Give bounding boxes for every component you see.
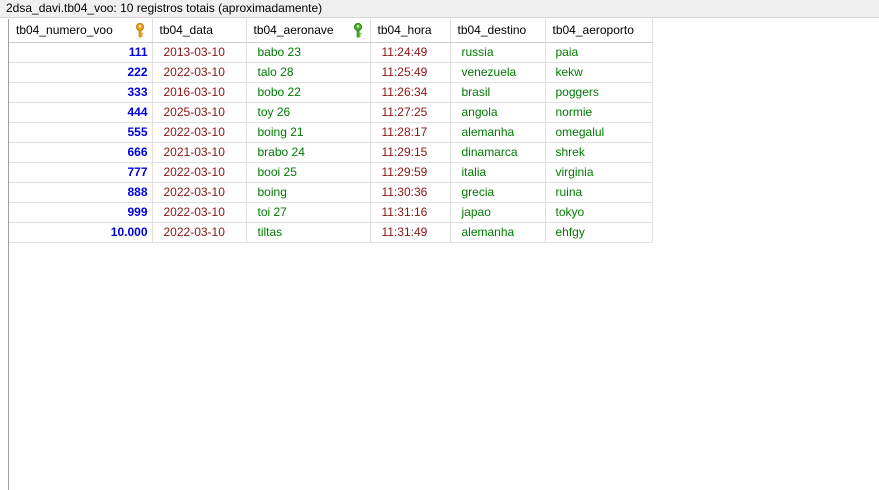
cell-numero-voo[interactable]: 555 (9, 122, 153, 143)
cell-numero-voo[interactable]: 333 (9, 82, 153, 103)
cell-aeroporto[interactable]: tokyo (545, 202, 653, 223)
cell-aeronave[interactable]: toy 26 (246, 102, 371, 123)
cell-numero-voo[interactable]: 888 (9, 182, 153, 203)
table-row[interactable]: 777 2022-03-10 booi 25 11:29:59 italia virgin… (9, 162, 653, 183)
cell-destino[interactable]: grecia (450, 182, 546, 203)
table-row[interactable]: 111 2013-03-10 babo 23 11:24:49 russia paia (9, 42, 653, 63)
cell-data[interactable]: 2022-03-10 (152, 222, 247, 243)
cell-destino[interactable]: italia (450, 162, 546, 183)
column-header-aeronave[interactable]: tb04_aeronave (246, 19, 371, 43)
cell-aeronave[interactable]: tiltas (246, 222, 371, 243)
cell-destino[interactable]: brasil (450, 82, 546, 103)
cell-aeroporto[interactable]: virginia (545, 162, 653, 183)
table-row[interactable]: 222 2022-03-10 talo 28 11:25:49 venezuela kek… (9, 62, 653, 83)
cell-destino[interactable]: angola (450, 102, 546, 123)
cell-hora[interactable]: 11:31:16 (370, 202, 451, 223)
cell-aeronave[interactable]: booi 25 (246, 162, 371, 183)
cell-aeroporto[interactable]: omegalul (545, 122, 653, 143)
column-header-hora[interactable]: tb04_hora (370, 19, 451, 43)
column-header-numero-voo[interactable]: tb04_numero_voo (9, 19, 153, 43)
cell-data[interactable]: 2013-03-10 (152, 42, 247, 63)
cell-aeroporto[interactable]: ehfgy (545, 222, 653, 243)
cell-aeronave[interactable]: boing (246, 182, 371, 203)
results-table: tb04_numero_voo tb04_data tb04_aeronave (9, 19, 653, 243)
table-row[interactable]: 888 2022-03-10 boing 11:30:36 grecia ruina (9, 182, 653, 203)
cell-numero-voo[interactable]: 777 (9, 162, 153, 183)
cell-aeroporto[interactable]: normie (545, 102, 653, 123)
cell-numero-voo[interactable]: 111 (9, 42, 153, 63)
cell-data[interactable]: 2022-03-10 (152, 122, 247, 143)
cell-numero-voo[interactable]: 444 (9, 102, 153, 123)
table-row[interactable]: 10.000 2022-03-10 tiltas 11:31:49 alemanha eh… (9, 222, 653, 243)
cell-data[interactable]: 2022-03-10 (152, 202, 247, 223)
table-body: 111 2013-03-10 babo 23 11:24:49 russia paia 22… (9, 42, 653, 243)
cell-hora[interactable]: 11:29:59 (370, 162, 451, 183)
cell-destino[interactable]: alemanha (450, 122, 546, 143)
column-header-destino[interactable]: tb04_destino (450, 19, 546, 43)
cell-aeronave[interactable]: brabo 24 (246, 142, 371, 163)
cell-numero-voo[interactable]: 666 (9, 142, 153, 163)
table-row[interactable]: 555 2022-03-10 boing 21 11:28:17 alemanha ome… (9, 122, 653, 143)
column-header-data[interactable]: tb04_data (152, 19, 247, 43)
cell-data[interactable]: 2021-03-10 (152, 142, 247, 163)
cell-aeroporto[interactable]: kekw (545, 62, 653, 83)
cell-aeroporto[interactable]: paia (545, 42, 653, 63)
header-row: tb04_numero_voo tb04_data tb04_aeronave (9, 19, 653, 43)
cell-numero-voo[interactable]: 999 (9, 202, 153, 223)
data-grid[interactable]: tb04_numero_voo tb04_data tb04_aeronave (8, 19, 879, 490)
cell-aeronave[interactable]: babo 23 (246, 42, 371, 63)
cell-data[interactable]: 2016-03-10 (152, 82, 247, 103)
cell-data[interactable]: 2022-03-10 (152, 182, 247, 203)
cell-data[interactable]: 2022-03-10 (152, 162, 247, 183)
table-row[interactable]: 666 2021-03-10 brabo 24 11:29:15 dinamarca sh… (9, 142, 653, 163)
cell-numero-voo[interactable]: 222 (9, 62, 153, 83)
table-title-bar: 2dsa_davi.tb04_voo: 10 registros totais … (0, 0, 879, 18)
cell-destino[interactable]: russia (450, 42, 546, 63)
cell-hora[interactable]: 11:29:15 (370, 142, 451, 163)
table-row[interactable]: 444 2025-03-10 toy 26 11:27:25 angola normie (9, 102, 653, 123)
cell-destino[interactable]: dinamarca (450, 142, 546, 163)
cell-hora[interactable]: 11:24:49 (370, 42, 451, 63)
cell-hora[interactable]: 11:26:34 (370, 82, 451, 103)
column-header-aeroporto[interactable]: tb04_aeroporto (545, 19, 653, 43)
cell-aeroporto[interactable]: poggers (545, 82, 653, 103)
cell-aeronave[interactable]: bobo 22 (246, 82, 371, 103)
cell-aeronave[interactable]: toi 27 (246, 202, 371, 223)
cell-data[interactable]: 2025-03-10 (152, 102, 247, 123)
table-title: 2dsa_davi.tb04_voo: 10 registros totais … (6, 1, 323, 15)
cell-aeroporto[interactable]: ruina (545, 182, 653, 203)
cell-destino[interactable]: japao (450, 202, 546, 223)
primary-key-icon (135, 23, 144, 38)
cell-hora[interactable]: 11:27:25 (370, 102, 451, 123)
cell-data[interactable]: 2022-03-10 (152, 62, 247, 83)
cell-aeroporto[interactable]: shrek (545, 142, 653, 163)
cell-hora[interactable]: 11:31:49 (370, 222, 451, 243)
cell-hora[interactable]: 11:28:17 (370, 122, 451, 143)
cell-hora[interactable]: 11:30:36 (370, 182, 451, 203)
table-row[interactable]: 999 2022-03-10 toi 27 11:31:16 japao tokyo (9, 202, 653, 223)
cell-aeronave[interactable]: boing 21 (246, 122, 371, 143)
foreign-key-icon (353, 23, 362, 38)
table-row[interactable]: 333 2016-03-10 bobo 22 11:26:34 brasil pogger… (9, 82, 653, 103)
cell-aeronave[interactable]: talo 28 (246, 62, 371, 83)
cell-destino[interactable]: venezuela (450, 62, 546, 83)
cell-hora[interactable]: 11:25:49 (370, 62, 451, 83)
cell-numero-voo[interactable]: 10.000 (9, 222, 153, 243)
cell-destino[interactable]: alemanha (450, 222, 546, 243)
